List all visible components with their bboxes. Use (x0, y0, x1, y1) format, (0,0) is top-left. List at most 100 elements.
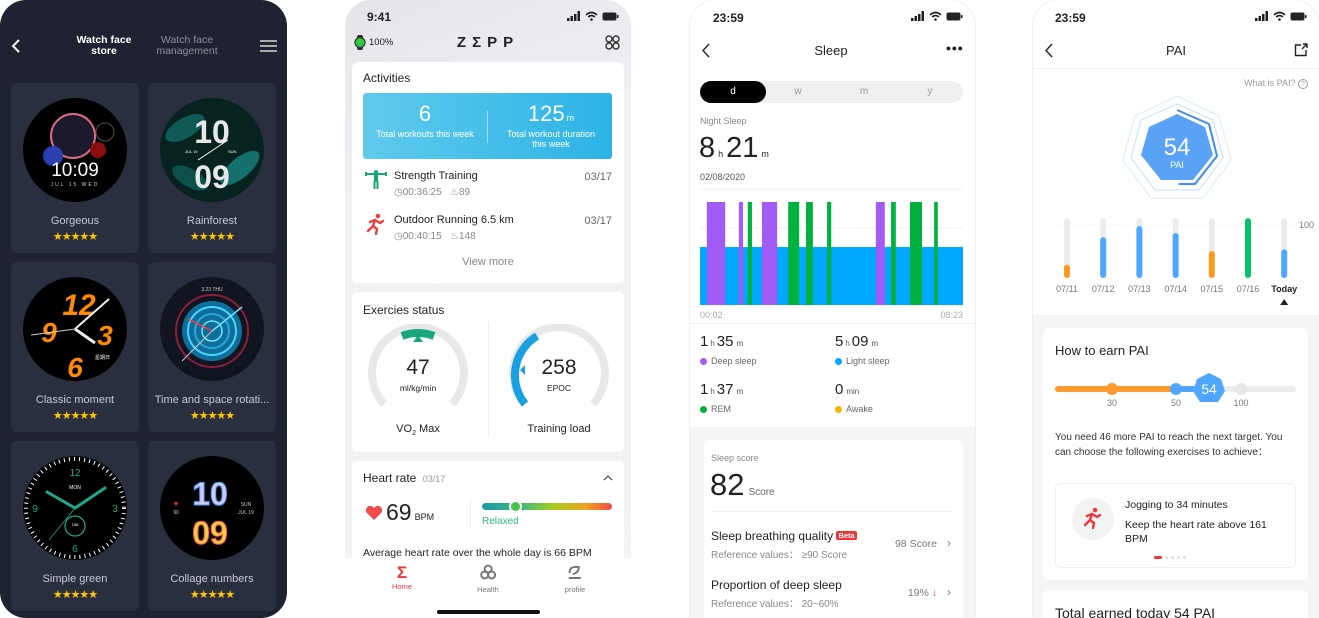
heart-rate-zone: Relaxed (482, 516, 519, 527)
pai-bar[interactable] (1172, 232, 1179, 278)
watch-face-preview: 12 9 3 6 星期日 (23, 277, 127, 381)
chart-end-time: 08:23 (940, 310, 963, 320)
activities-card[interactable]: Activities 6 Total workouts this week 12… (352, 62, 624, 283)
more-icon[interactable]: ••• (946, 40, 964, 56)
pai-bar[interactable] (1100, 237, 1107, 278)
watch-face-preview: 10 09 JUL 19 SUN (160, 98, 264, 202)
total-sleep: 8 h 21 m (699, 132, 769, 164)
pager-dot[interactable] (1183, 556, 1186, 559)
svg-text:SUN: SUN (241, 502, 252, 508)
nav-health[interactable]: Health (477, 564, 499, 594)
watch-face-preview: 3.23 THU (160, 277, 264, 381)
status-time: 23:59 (713, 11, 744, 25)
svg-text:JUL 15 WED: JUL 15 WED (51, 182, 100, 188)
flame-icon: ♨ (450, 231, 459, 242)
pager-dot[interactable] (1165, 556, 1168, 559)
zepp-home-screen: 9:41 100% ZΣPP Activities 6 Total workou… (345, 0, 631, 618)
watch-face-preview: 10 09 SUN JUL 19 ♥ 90 (160, 456, 264, 560)
rem-sleep-segment (747, 202, 752, 305)
pai-bar[interactable] (1064, 264, 1070, 278)
watch-face-card[interactable]: 3.23 THU Time and space rotati... ★★★★★ (148, 262, 276, 432)
battery-icon (602, 12, 619, 20)
pai-bar[interactable] (1281, 249, 1288, 278)
sleep-screen: 23:59 Sleep ••• d w m y Night Sleep 8 h 21… (690, 0, 975, 618)
sleep-score-label: Sleep score (711, 453, 759, 463)
wifi-icon (1273, 11, 1286, 21)
back-icon[interactable] (10, 38, 22, 54)
bar-label[interactable]: 07/11 (1056, 284, 1078, 294)
period-week[interactable]: w (794, 86, 802, 97)
svg-text:3: 3 (97, 320, 113, 351)
svg-text:12: 12 (62, 289, 96, 322)
bar-label[interactable]: 07/16 (1237, 284, 1260, 294)
watch-face-name: Time and space rotati... (154, 394, 270, 406)
widgets-icon[interactable] (605, 35, 620, 50)
bar-label[interactable]: 07/12 (1092, 284, 1115, 294)
svg-text:MON: MON (69, 485, 81, 491)
pai-progress-blue (1175, 386, 1209, 392)
pai-bar[interactable] (1136, 226, 1143, 278)
nav-profile[interactable]: profile (565, 564, 585, 594)
deep-sleep-proportion-row[interactable]: Proportion of deep sleep Reference value… (711, 578, 951, 610)
watch-face-name: Simple green (42, 573, 108, 585)
watch-face-card[interactable]: 10 09 JUL 19 SUN Rainforest ★★★★★ (148, 83, 276, 253)
watch-connected-icon[interactable] (354, 35, 366, 50)
tab-watch-face-store[interactable]: Watch face store (76, 34, 132, 57)
pai-bar[interactable] (1245, 218, 1251, 278)
heart-rate-value: 69 BPM (386, 499, 435, 525)
share-icon[interactable] (1294, 43, 1308, 57)
pai-screen: 23:59 PAI What is PAI? ? 54 PAI 100 07/1… (1033, 0, 1319, 618)
period-day[interactable]: d (730, 86, 736, 97)
watch-face-card[interactable]: 12 9 3 6 MON 158 Simple green ★★★★★ (11, 441, 139, 611)
back-icon[interactable] (1044, 43, 1054, 58)
svg-text:♥: ♥ (174, 501, 178, 508)
back-icon[interactable] (701, 43, 711, 58)
suggestion-icon-circle (1072, 498, 1114, 540)
bar-label[interactable]: Today (1271, 284, 1297, 294)
menu-icon[interactable] (260, 39, 277, 53)
stat-awake: 0 min Awake (835, 381, 873, 414)
rem-sleep-segment (891, 202, 896, 305)
period-year[interactable]: y (927, 86, 933, 97)
pager-dot[interactable] (1177, 556, 1180, 559)
svg-text:JUL 19: JUL 19 (238, 510, 254, 516)
beta-badge: Beta (836, 531, 857, 540)
exercise-status-title: Exercies status (363, 303, 445, 317)
activity-date: 03/17 (584, 171, 612, 183)
watch-face-card[interactable]: 10 09 SUN JUL 19 ♥ 90 Collage numbers ★★★★… (148, 441, 276, 611)
pager-dot[interactable] (1154, 556, 1162, 559)
heart-icon (365, 505, 383, 520)
training-load-value: 258 (541, 356, 577, 379)
help-icon: ? (1298, 79, 1308, 89)
strength-training-icon (365, 170, 387, 189)
bar-label[interactable]: 07/14 (1164, 284, 1187, 294)
bar-label[interactable]: 07/15 (1201, 284, 1224, 294)
nav-home[interactable]: Σ Home (391, 563, 413, 592)
sleep-breathing-row[interactable]: Sleep breathing quality Beta Reference v… (711, 529, 951, 561)
tab-watch-face-management[interactable]: Watch face management (156, 34, 218, 57)
view-more-link[interactable]: View more (462, 256, 514, 268)
rating-stars: ★★★★★ (189, 589, 235, 601)
current-pai-marker: 54 (1193, 373, 1225, 402)
period-month[interactable]: m (859, 86, 869, 97)
activity-row[interactable]: Strength Training 03/17 ◷00:36:25 ♨89 (352, 166, 624, 206)
exercise-suggestion-card[interactable]: Jogging to 34 minutes Keep the heart rat… (1055, 483, 1296, 568)
divider (487, 111, 488, 143)
bar-label[interactable]: 07/13 (1128, 284, 1151, 294)
watch-face-preview: 10:09 JUL 15 WED (23, 98, 127, 202)
exercise-status-card[interactable]: Exercies status 47 ml/kg/min VO2 Max 258… (352, 292, 624, 452)
night-sleep-label: Night Sleep (700, 116, 747, 126)
pager-dot[interactable] (1171, 556, 1174, 559)
stat-rem: 1 h 37 m REM (700, 381, 744, 414)
what-is-pai-link[interactable]: What is PAI? ? (1244, 78, 1308, 89)
svg-text:3: 3 (112, 504, 118, 515)
svg-text:09: 09 (194, 159, 230, 195)
watch-face-card[interactable]: 12 9 3 6 星期日 Classic moment ★★★★★ (11, 262, 139, 432)
signal-icon (1255, 11, 1268, 21)
suggestion-pager[interactable] (1154, 556, 1186, 559)
chevron-up-icon[interactable] (603, 474, 613, 481)
bar-track (1064, 218, 1070, 278)
pai-bar[interactable] (1208, 250, 1215, 278)
activity-row[interactable]: Outdoor Running 6.5 km 03/17 ◷00:40:15 ♨… (352, 210, 624, 250)
watch-face-card[interactable]: 10:09 JUL 15 WED Gorgeous ★★★★★ (11, 83, 139, 253)
